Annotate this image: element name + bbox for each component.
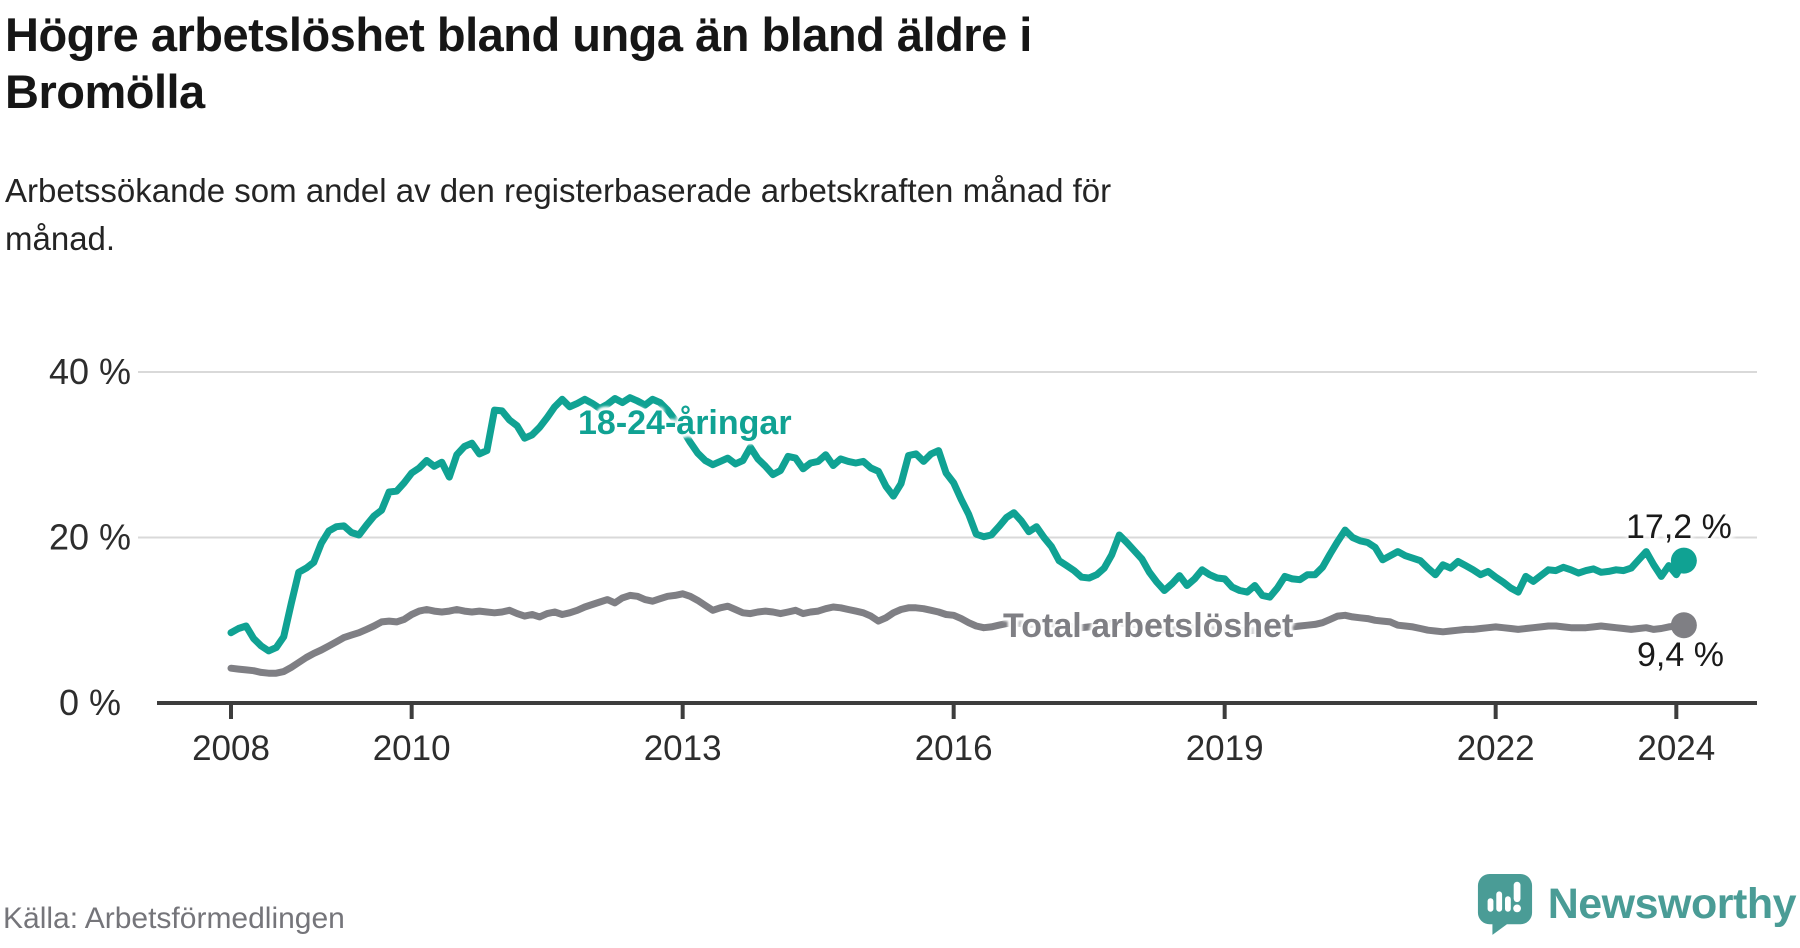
y-tick-label-0: 0 %	[59, 682, 121, 723]
page-title: Högre arbetslöshet bland unga än bland ä…	[5, 6, 1505, 121]
title-line-2: Bromölla	[5, 65, 205, 119]
x-tick-label-2010: 2010	[373, 729, 451, 768]
end-value-label-total: 9,4 %	[1637, 636, 1724, 674]
x-tick-label-2024: 2024	[1637, 729, 1715, 768]
end-value-label-youth: 17,2 %	[1626, 508, 1732, 546]
series-end-dot-0	[1670, 547, 1697, 574]
series-line-1	[227, 590, 1688, 677]
title-line-1: Högre arbetslöshet bland unga än bland ä…	[5, 8, 1032, 61]
subtitle-line-2: månad.	[5, 219, 116, 257]
subtitle-line-1: Arbetssökande som andel av den registerb…	[5, 172, 1112, 209]
x-tick-label-2019: 2019	[1186, 729, 1264, 768]
x-tick-label-2008: 2008	[192, 729, 270, 768]
series-label-total: Total arbetslöshet	[1003, 607, 1294, 645]
chart-subtitle: Arbetssökande som andel av den registerb…	[5, 167, 1505, 263]
y-tick-label-20: 20 %	[49, 517, 131, 558]
series-label-youth: 18-24-åringar	[578, 404, 792, 442]
series-end-dot-1	[1670, 612, 1697, 639]
x-tick-label-2016: 2016	[915, 729, 993, 768]
source-note: Källa: Arbetsförmedlingen	[3, 902, 345, 935]
y-tick-label-40: 40 %	[49, 351, 131, 392]
newsworthy-wordmark: Newsworthy	[1547, 879, 1797, 928]
x-tick-label-2022: 2022	[1457, 729, 1535, 768]
newsworthy-logo: Newsworthy	[1476, 872, 1797, 936]
series-line-0	[227, 394, 1688, 655]
line-chart-canvas: 0 % 20 % 40 % 2008 2010 2013 2016 2019 2022 2024	[49, 351, 1757, 768]
x-tick-label-2013: 2013	[644, 729, 722, 768]
newsworthy-bubble-icon	[1477, 874, 1532, 935]
